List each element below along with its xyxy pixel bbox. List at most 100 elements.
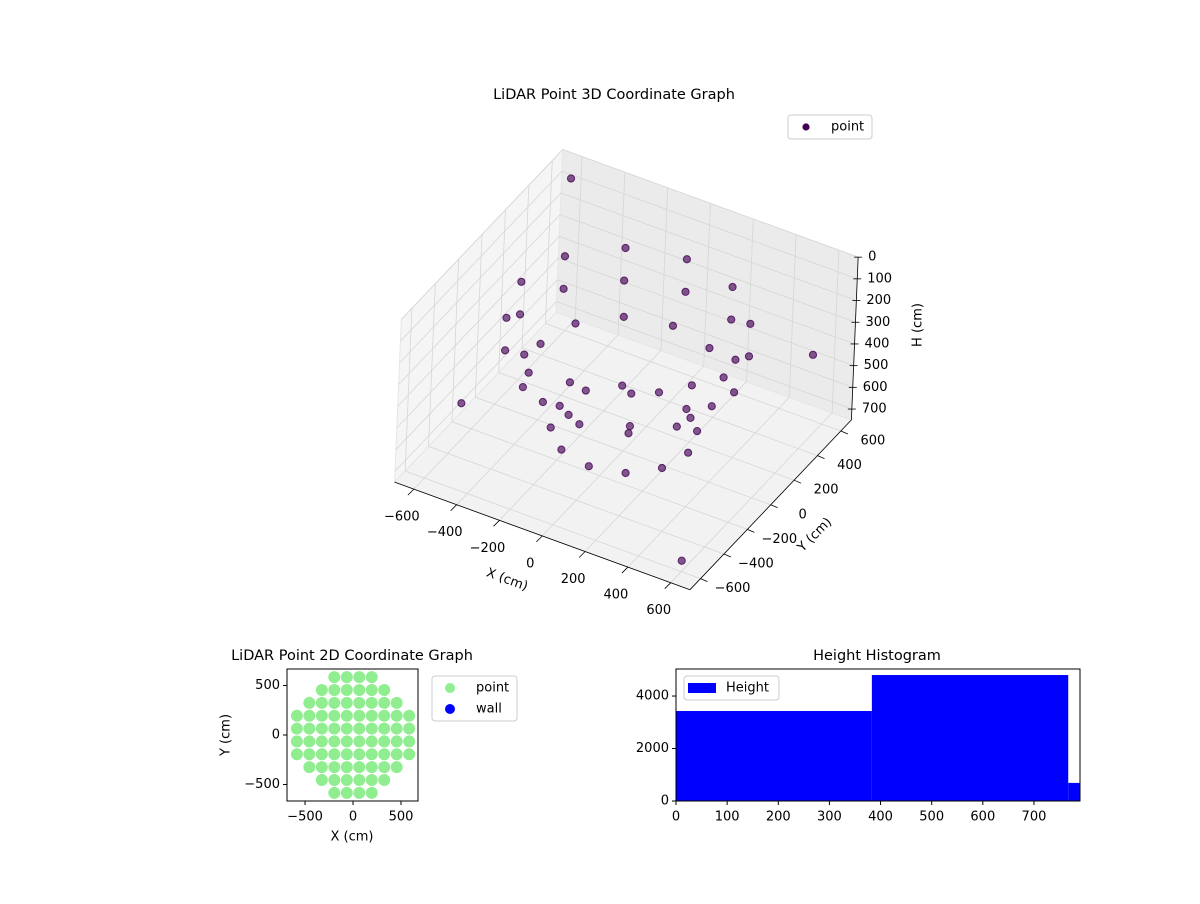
bar (1068, 782, 1080, 801)
point (378, 774, 391, 787)
point (520, 350, 529, 359)
grid-line (831, 250, 840, 413)
tick-mark (536, 535, 543, 543)
y-tick-label: −400 (738, 557, 774, 572)
point (290, 722, 303, 735)
x-tick-label: −400 (427, 525, 463, 540)
x-tick-label: 400 (604, 588, 629, 603)
point (378, 696, 391, 709)
point (620, 276, 629, 285)
grid-line (545, 160, 553, 324)
point (328, 671, 341, 684)
x-tick-label: 0 (672, 810, 680, 825)
grid-line (558, 257, 854, 367)
point (315, 748, 328, 761)
point (692, 427, 702, 436)
point (729, 388, 739, 397)
x-axis-label: X (cm) (484, 566, 530, 595)
point (353, 774, 366, 787)
x-tick-label: 0 (349, 810, 357, 825)
point (625, 422, 635, 431)
point (378, 748, 391, 761)
plot-area (290, 671, 416, 799)
axes-frame (675, 668, 1081, 802)
tick-mark (747, 529, 755, 533)
point (353, 735, 366, 748)
grid-line (560, 192, 857, 301)
point (390, 722, 403, 735)
point (584, 462, 593, 471)
grid-line (559, 214, 856, 323)
point (560, 252, 570, 261)
y-tick-label: 600 (860, 433, 885, 448)
point (290, 748, 303, 761)
point (627, 389, 636, 398)
point (328, 774, 341, 787)
tick-mark (664, 582, 672, 589)
grid-line (400, 170, 563, 342)
legend-marker (802, 123, 810, 131)
point (353, 761, 366, 774)
point (524, 368, 533, 377)
z-tick-label: 500 (864, 358, 889, 373)
y-tick-label: 4000 (636, 689, 669, 704)
point (315, 722, 328, 735)
tick-mark (817, 455, 825, 459)
tick-mark (793, 479, 802, 484)
point (559, 284, 568, 293)
point (303, 761, 316, 774)
grid-line (521, 347, 818, 456)
point (378, 735, 391, 748)
z-axis-line (851, 257, 859, 420)
x-tick-label: 600 (646, 603, 671, 618)
bar (871, 675, 1069, 801)
point (340, 671, 353, 684)
legend-label: Height (726, 681, 769, 696)
point (621, 468, 630, 478)
point (340, 748, 353, 761)
point (315, 696, 328, 709)
point (290, 735, 303, 748)
point (378, 709, 391, 722)
y-tick-label: −500 (244, 777, 280, 792)
point (340, 709, 353, 722)
point (581, 386, 590, 395)
y-tick-label: 0 (799, 507, 807, 522)
point (555, 401, 564, 411)
point (365, 709, 378, 722)
tick-mark (493, 520, 500, 527)
point (315, 761, 328, 774)
point (501, 346, 510, 355)
point (303, 748, 316, 761)
chart-title: Height Histogram (813, 648, 941, 664)
point (517, 277, 526, 286)
grid-line (498, 209, 506, 373)
chart-title: LiDAR Point 2D Coordinate Graph (231, 648, 473, 664)
point (682, 255, 691, 264)
y-axis-label: Y (cm) (219, 714, 234, 757)
point (340, 722, 353, 735)
point (315, 774, 328, 787)
point (565, 378, 575, 387)
point (340, 683, 353, 696)
x-axis-line (394, 481, 691, 591)
grid-line (617, 172, 626, 335)
grid-line (451, 259, 460, 422)
point (687, 381, 696, 390)
point (390, 761, 403, 774)
point (502, 313, 511, 322)
grid-line (397, 236, 560, 407)
legend-box (683, 675, 780, 701)
grid-line (395, 279, 558, 450)
z-tick-label: 600 (863, 380, 888, 395)
legend-marker (445, 704, 455, 714)
legend-box (787, 114, 873, 140)
z-tick-label: 100 (867, 271, 892, 286)
point (731, 355, 740, 364)
point (365, 774, 378, 787)
tick-mark (407, 488, 415, 496)
z-axis-label: H (cm) (911, 303, 926, 347)
point (328, 722, 341, 735)
point (618, 381, 627, 390)
x-tick-label: 200 (561, 572, 586, 587)
